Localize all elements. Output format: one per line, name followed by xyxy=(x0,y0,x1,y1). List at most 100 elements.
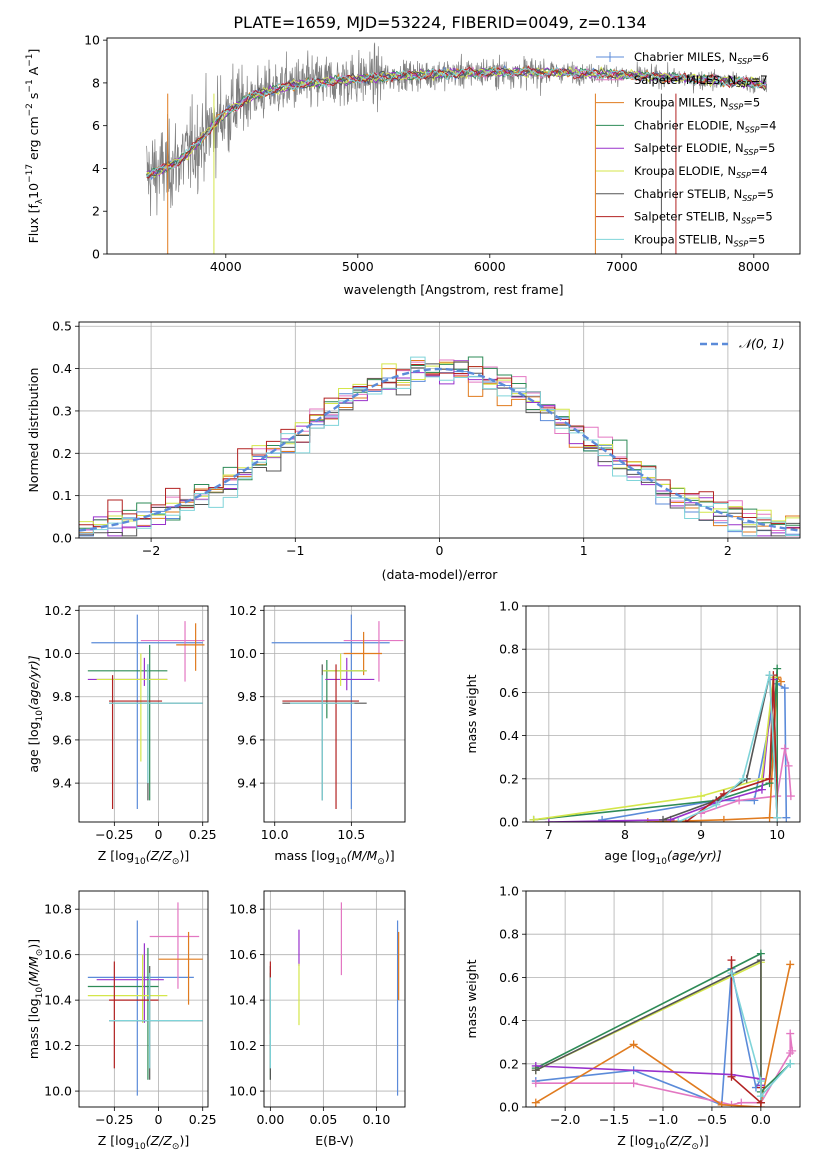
legend-text: =5 xyxy=(758,141,775,155)
weight-marker xyxy=(765,671,774,680)
x-label-part: age [log xyxy=(604,848,655,863)
y-tick-label: 1.0 xyxy=(499,884,519,899)
x-tick-label: 0 xyxy=(155,827,163,842)
weight-line-kroupa-elodie xyxy=(533,677,778,821)
weight-marker xyxy=(776,677,785,686)
x-axis-label: E(B-V) xyxy=(315,1133,354,1148)
axes-frame xyxy=(525,890,801,1108)
y-tick-label: 10.0 xyxy=(44,646,72,661)
x-tick-label: −2.0 xyxy=(550,1112,580,1127)
axes-frame xyxy=(263,605,406,823)
x-label-part: (age/yr)] xyxy=(667,848,722,863)
legend-text: Chabrier STELIB, N xyxy=(634,187,742,201)
age-vs-mass-panel: 10.0 10.5 9.4 9.6 9.8 10.0 10.2 mass [log10(M/M… xyxy=(229,603,406,867)
axes-frame xyxy=(78,890,209,1108)
legend-text: Salpeter ELODIE, N xyxy=(634,141,744,155)
weight-marker xyxy=(773,813,782,822)
weight-line-chabrier-miles xyxy=(535,968,762,1106)
y-label-part: )] xyxy=(26,939,41,949)
legend-text: Kroupa STELIB, N xyxy=(634,232,734,246)
y-tick-label: 0.4 xyxy=(499,728,519,743)
weight-marker xyxy=(738,774,747,783)
weight-marker xyxy=(786,1059,795,1068)
y-tick-label: 9.6 xyxy=(237,732,257,747)
legend-sub: SSP xyxy=(736,80,751,89)
y-label-part: (M/M xyxy=(26,956,41,987)
plot-area xyxy=(146,42,768,254)
weight-marker xyxy=(629,1079,638,1088)
x-tick-label: 8 xyxy=(621,827,629,842)
weight-marker xyxy=(697,792,706,801)
y-label-sub: ⊙ xyxy=(35,949,45,957)
legend-label: Chabrier ELODIE, NSSP=4 xyxy=(634,118,776,134)
model-line-kroupa-stelib xyxy=(146,66,767,178)
legend-label: Salpeter MILES, NSSP=7 xyxy=(634,73,768,89)
y-tick-label: 10.2 xyxy=(44,1038,72,1053)
x-tick-label: −1 xyxy=(286,543,304,558)
y-label-part: Flux [f xyxy=(26,204,41,244)
legend-text: Salpeter MILES, N xyxy=(634,73,736,87)
y-label-part: λ xyxy=(35,198,45,204)
legend-text: =5 xyxy=(756,210,773,224)
weight-marker xyxy=(727,969,736,978)
weight-marker xyxy=(773,664,782,673)
model-line-salpeter-elodie xyxy=(146,66,767,177)
legend-label: Salpeter STELIB, NSSP=5 xyxy=(634,210,773,226)
weight-marker xyxy=(727,956,736,965)
weight-marker xyxy=(757,785,766,794)
y-tick-label: 10.2 xyxy=(44,603,72,618)
mass-vs-ebv-panel: 0.00 0.05 0.10 10.0 10.2 10.4 10.6 10.8 E(B-V) xyxy=(229,890,406,1148)
y-tick-label: 0.6 xyxy=(499,970,519,985)
weight-marker xyxy=(531,1098,540,1107)
x-axis-label: age [log10(age/yr)] xyxy=(604,848,721,867)
legend-label: Kroupa ELODIE, NSSP=4 xyxy=(634,164,768,180)
x-tick-label: −1.5 xyxy=(599,1112,629,1127)
y-tick-label: 0.8 xyxy=(499,927,519,942)
weight-line-salpeter-miles xyxy=(700,748,792,815)
weight-marker xyxy=(531,1066,540,1075)
age-vs-metallicity-panel: −0.25 0 0.259.49.69.810.010.2Z [log10(Z/Z⊙… xyxy=(26,603,217,867)
legend-text: =4 xyxy=(751,164,768,178)
weight-marker xyxy=(629,1040,638,1049)
y-tick-label: 9.6 xyxy=(52,732,72,747)
y-tick-label: 9.4 xyxy=(237,776,257,791)
x-label-sub: ⊙ xyxy=(691,1142,699,1152)
x-tick-label: 10.0 xyxy=(261,827,289,842)
weight-marker xyxy=(674,818,683,822)
legend-text: =4 xyxy=(760,118,777,132)
x-label-sub: 10 xyxy=(654,1142,666,1152)
axes-frame xyxy=(525,605,801,823)
x-label-part: mass [log xyxy=(274,848,335,863)
legend-label: Kroupa STELIB, NSSP=5 xyxy=(634,232,765,248)
weight-line-kroupa-miles xyxy=(535,964,791,1107)
plot-area xyxy=(529,664,795,822)
y-tick-label: 10.0 xyxy=(229,1084,257,1099)
y-axis-label: mass [log10(M/M⊙)] xyxy=(26,939,45,1059)
x-axis-label: Z [log10(Z/Z⊙)] xyxy=(98,1133,189,1152)
weight-line-salpeter-miles xyxy=(535,1033,793,1106)
y-label-part: −1 xyxy=(25,79,35,92)
weight-marker xyxy=(765,813,774,822)
x-label-part: )] xyxy=(385,848,395,863)
axes-frame xyxy=(106,37,801,255)
legend-text: =7 xyxy=(751,73,768,87)
legend-text: Chabrier MILES, N xyxy=(634,50,737,64)
y-tick-label: 1.0 xyxy=(499,599,519,614)
weight-line-chabrier-miles xyxy=(601,682,788,821)
y-tick-label: 10.4 xyxy=(229,993,257,1008)
x-tick-label: 4000 xyxy=(210,259,242,274)
y-tick-label: 0.4 xyxy=(52,361,72,376)
weight-marker xyxy=(780,744,789,753)
weight-marker xyxy=(735,796,744,805)
y-tick-label: 10.6 xyxy=(229,947,257,962)
x-label-sub: ⊙ xyxy=(377,857,385,867)
legend-sub: SSP xyxy=(736,171,751,180)
y-tick-label: 0.2 xyxy=(499,1056,519,1071)
x-tick-label: 0.05 xyxy=(309,1112,337,1127)
weight-marker xyxy=(784,761,793,770)
y-tick-label: 0.3 xyxy=(52,403,72,418)
plot-area xyxy=(79,356,800,537)
y-label-sub: 10 xyxy=(35,710,45,722)
x-tick-label: 0 xyxy=(436,543,444,558)
y-tick-label: 0.0 xyxy=(499,1100,519,1115)
